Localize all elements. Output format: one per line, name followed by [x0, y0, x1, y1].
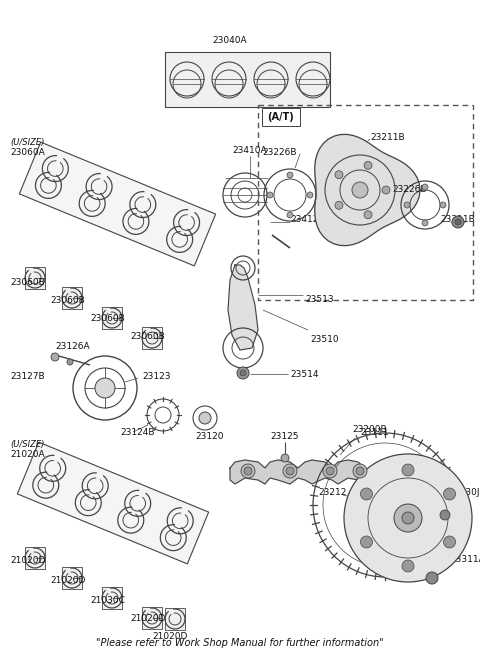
Text: "Please refer to Work Shop Manual for further information": "Please refer to Work Shop Manual for fu… — [96, 638, 384, 648]
Text: 23311B: 23311B — [440, 215, 475, 224]
Circle shape — [402, 464, 414, 476]
Circle shape — [287, 212, 293, 218]
Text: 21020A: 21020A — [10, 450, 45, 459]
Text: 23510: 23510 — [310, 335, 338, 344]
Text: 23226B: 23226B — [392, 185, 427, 194]
Text: 23212: 23212 — [318, 488, 347, 497]
Circle shape — [67, 359, 73, 365]
Circle shape — [364, 161, 372, 169]
Circle shape — [199, 412, 211, 424]
Polygon shape — [228, 265, 258, 350]
Text: 23040A: 23040A — [213, 36, 247, 45]
Text: 21020D: 21020D — [152, 632, 188, 641]
Circle shape — [344, 454, 472, 582]
Text: 23412: 23412 — [290, 215, 318, 224]
Circle shape — [426, 572, 438, 584]
Bar — [142, 327, 162, 349]
Bar — [102, 587, 122, 609]
Circle shape — [455, 219, 461, 225]
Text: 23226B: 23226B — [262, 148, 297, 157]
Circle shape — [323, 464, 337, 478]
Circle shape — [422, 184, 428, 190]
Circle shape — [440, 510, 450, 520]
Polygon shape — [19, 142, 216, 266]
Text: 21020D: 21020D — [50, 576, 85, 585]
Bar — [102, 307, 122, 329]
Circle shape — [335, 171, 343, 178]
Text: 23060B: 23060B — [10, 278, 45, 287]
Circle shape — [95, 378, 115, 398]
Text: 23060B: 23060B — [90, 314, 125, 323]
Circle shape — [283, 464, 297, 478]
Polygon shape — [17, 442, 209, 564]
Circle shape — [326, 467, 334, 475]
Text: 23200B: 23200B — [353, 425, 387, 434]
Text: 21020D: 21020D — [130, 614, 166, 623]
Text: 23410A: 23410A — [233, 146, 267, 155]
Circle shape — [444, 488, 456, 500]
Bar — [25, 267, 45, 289]
Text: 23111: 23111 — [360, 428, 389, 437]
Text: 23211B: 23211B — [370, 133, 405, 142]
Text: 21030C: 21030C — [90, 596, 125, 605]
Circle shape — [364, 211, 372, 218]
Text: 23060B: 23060B — [50, 296, 85, 305]
Text: 23127B: 23127B — [10, 372, 45, 381]
Text: 23060A: 23060A — [10, 148, 45, 157]
Polygon shape — [315, 134, 420, 245]
Circle shape — [244, 467, 252, 475]
Circle shape — [240, 370, 246, 376]
Bar — [165, 52, 330, 107]
Circle shape — [360, 536, 372, 548]
Text: 23126A: 23126A — [55, 342, 90, 351]
Circle shape — [402, 560, 414, 572]
Circle shape — [404, 202, 410, 208]
Circle shape — [353, 464, 367, 478]
Text: (U/SIZE): (U/SIZE) — [10, 138, 44, 147]
Text: (A/T): (A/T) — [268, 112, 294, 122]
Circle shape — [51, 353, 59, 361]
Circle shape — [241, 464, 255, 478]
Text: 23060B: 23060B — [130, 332, 165, 341]
Polygon shape — [230, 460, 365, 484]
Circle shape — [452, 216, 464, 228]
Text: 23311A: 23311A — [450, 555, 480, 564]
Circle shape — [360, 488, 372, 500]
Bar — [25, 547, 45, 569]
Circle shape — [382, 186, 390, 194]
Text: 23123: 23123 — [142, 372, 170, 381]
Text: 23125: 23125 — [271, 432, 299, 441]
Bar — [62, 287, 82, 309]
Bar — [258, 105, 473, 300]
Text: 1430JD: 1430JD — [455, 488, 480, 497]
Circle shape — [281, 454, 289, 462]
Bar — [62, 567, 82, 589]
Circle shape — [402, 512, 414, 524]
Circle shape — [286, 467, 294, 475]
Text: 23514: 23514 — [290, 370, 319, 379]
Bar — [142, 607, 162, 629]
Circle shape — [422, 220, 428, 226]
Circle shape — [440, 202, 446, 208]
Circle shape — [394, 504, 422, 532]
Text: 21020D: 21020D — [10, 556, 46, 565]
Circle shape — [237, 367, 249, 379]
Text: 23124B: 23124B — [120, 428, 155, 437]
Circle shape — [287, 172, 293, 178]
Text: 23120: 23120 — [195, 432, 224, 441]
Bar — [165, 608, 185, 630]
Circle shape — [352, 182, 368, 198]
Circle shape — [444, 536, 456, 548]
Circle shape — [267, 192, 273, 198]
Text: 23513: 23513 — [305, 295, 334, 304]
Text: (U/SIZE): (U/SIZE) — [10, 440, 44, 449]
Circle shape — [307, 192, 313, 198]
Circle shape — [335, 201, 343, 209]
Circle shape — [356, 467, 364, 475]
Bar — [262, 108, 300, 126]
